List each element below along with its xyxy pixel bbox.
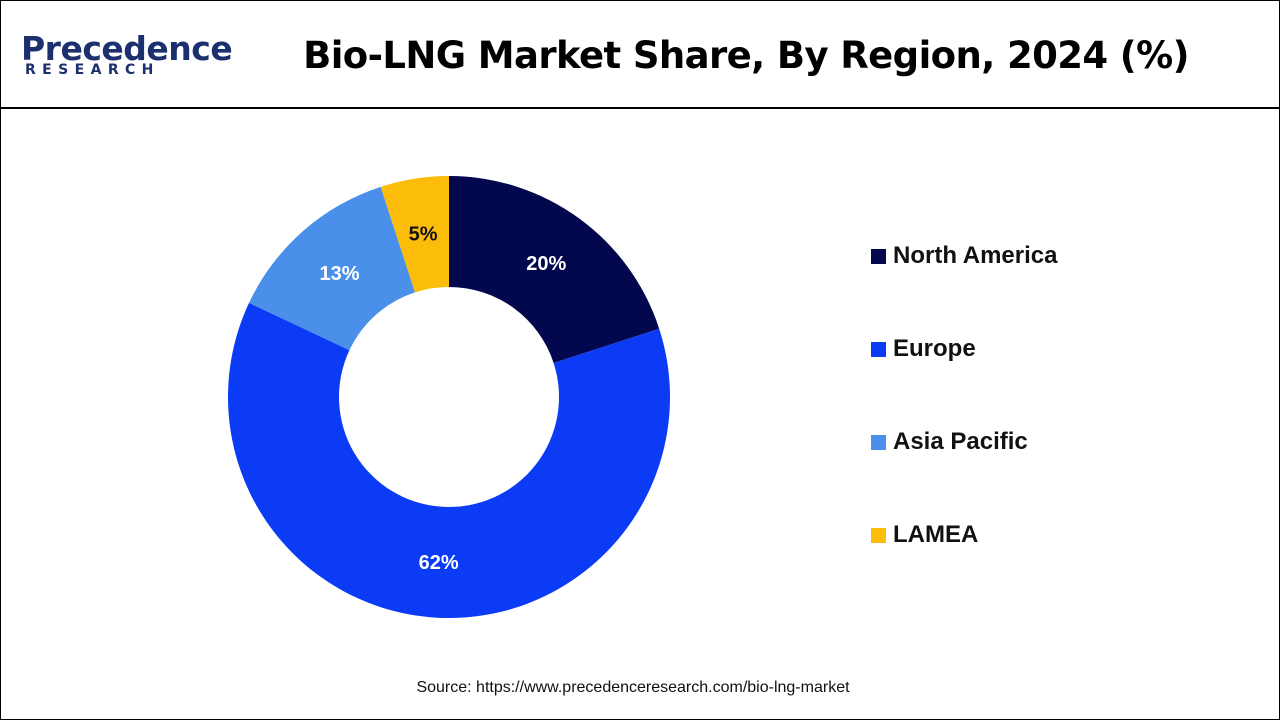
data-label-asia-pacific: 13%: [320, 263, 360, 285]
legend-swatch: [871, 249, 886, 264]
legend-label: North America: [893, 242, 1058, 269]
donut-chart: 20% 62% 13% 5%: [228, 176, 670, 618]
slice-north-america: [449, 176, 660, 364]
slice-lamea: [380, 176, 449, 293]
legend-label: LAMEA: [893, 521, 979, 548]
brand-logo: Precedence RESEARCH: [21, 29, 233, 85]
legend-label: Europe: [893, 335, 976, 362]
slice-europe: [228, 302, 670, 618]
legend-swatch: [871, 342, 886, 357]
legend-swatch: [871, 528, 886, 543]
legend-label: Asia Pacific: [893, 428, 1028, 455]
chart-title: Bio-LNG Market Share, By Region, 2024 (%…: [303, 34, 1189, 77]
logo-wordmark: Precedence: [21, 29, 233, 68]
data-label-lamea: 5%: [409, 224, 438, 246]
source-note: Source: https://www.precedenceresearch.c…: [416, 679, 850, 696]
data-label-europe: 62%: [419, 552, 459, 574]
logo-subtitle: RESEARCH: [25, 62, 160, 78]
data-label-north-america: 20%: [526, 253, 566, 275]
header: Precedence RESEARCH Bio-LNG Market Share…: [1, 1, 1279, 109]
legend-swatch: [871, 435, 886, 450]
slice-asia-pacific: [249, 186, 416, 351]
